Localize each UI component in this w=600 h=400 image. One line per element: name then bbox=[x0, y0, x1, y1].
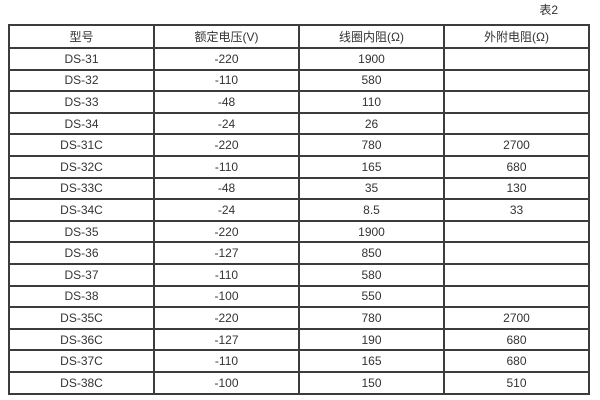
table-cell: 165 bbox=[299, 155, 444, 178]
table-cell: -220 bbox=[154, 134, 299, 156]
table-cell: -110 bbox=[154, 69, 299, 92]
table-cell: 130 bbox=[444, 177, 589, 200]
table-cell: -220 bbox=[154, 307, 299, 329]
table-cell: DS-37C bbox=[9, 350, 154, 372]
table-cell: -100 bbox=[154, 285, 299, 308]
table-cell: 1900 bbox=[299, 48, 444, 70]
table-cell: 150 bbox=[299, 371, 444, 394]
table-cell: 510 bbox=[444, 371, 589, 394]
table-row: DS-37 -110 580 bbox=[9, 263, 589, 286]
table-cell: 550 bbox=[299, 285, 444, 308]
table-row: DS-36 -127 850 bbox=[9, 242, 589, 264]
table-row: DS-37C -110 165 680 bbox=[9, 350, 589, 372]
table-cell: DS-38 bbox=[9, 285, 154, 308]
table-cell: -220 bbox=[154, 48, 299, 70]
table-cell: DS-33C bbox=[9, 177, 154, 200]
header-row: 型号 额定电压(V) 线圈内阻(Ω) 外附电阻(Ω) bbox=[9, 25, 589, 48]
table-cell: -110 bbox=[154, 350, 299, 372]
table-cell: DS-32 bbox=[9, 69, 154, 92]
table-row: DS-34 -24 26 bbox=[9, 112, 589, 135]
table-cell: DS-35 bbox=[9, 220, 154, 243]
header-cell: 线圈内阻(Ω) bbox=[299, 25, 444, 48]
table-cell: 580 bbox=[299, 263, 444, 286]
table-cell: -127 bbox=[154, 328, 299, 351]
table-row: DS-35C -220 780 2700 bbox=[9, 307, 589, 329]
table-row: DS-34C -24 8.5 33 bbox=[9, 199, 589, 221]
table-cell: -220 bbox=[154, 220, 299, 243]
table-cell: DS-37 bbox=[9, 263, 154, 286]
table-cell: DS-36C bbox=[9, 328, 154, 351]
table-cell bbox=[444, 220, 589, 243]
header-cell: 型号 bbox=[9, 25, 154, 48]
table-cell: -110 bbox=[154, 263, 299, 286]
table-cell: DS-32C bbox=[9, 155, 154, 178]
table-cell: 33 bbox=[444, 199, 589, 221]
table-cell: -110 bbox=[154, 155, 299, 178]
table-cell: -48 bbox=[154, 177, 299, 200]
table-cell: DS-31 bbox=[9, 48, 154, 70]
table-row: DS-32C -110 165 680 bbox=[9, 155, 589, 178]
table-cell bbox=[444, 112, 589, 135]
table-row: DS-33 -48 110 bbox=[9, 91, 589, 113]
table-cell: 1900 bbox=[299, 220, 444, 243]
table-row: DS-33C -48 35 130 bbox=[9, 177, 589, 200]
table-row: DS-38C -100 150 510 bbox=[9, 371, 589, 394]
table-cell: -48 bbox=[154, 91, 299, 113]
table-cell: 680 bbox=[444, 350, 589, 372]
table-cell: 8.5 bbox=[299, 199, 444, 221]
table-cell: 26 bbox=[299, 112, 444, 135]
table-cell: -24 bbox=[154, 112, 299, 135]
table-cell: 110 bbox=[299, 91, 444, 113]
table-row: DS-32 -110 580 bbox=[9, 69, 589, 92]
table-body: DS-31 -220 1900 DS-32 -110 580 DS-33 -48 110 DS-3… bbox=[9, 48, 589, 394]
table-caption: 表2 bbox=[539, 3, 558, 17]
spec-table: 型号 额定电压(V) 线圈内阻(Ω) 外附电阻(Ω) DS-31 -220 1900 DS-… bbox=[8, 24, 590, 395]
table-cell: 680 bbox=[444, 328, 589, 351]
table-cell bbox=[444, 285, 589, 308]
header-cell: 额定电压(V) bbox=[154, 25, 299, 48]
table-cell bbox=[444, 69, 589, 92]
table-cell: DS-38C bbox=[9, 371, 154, 394]
table-cell: 850 bbox=[299, 242, 444, 264]
table-cell: 580 bbox=[299, 69, 444, 92]
table-cell bbox=[444, 91, 589, 113]
table-cell: 2700 bbox=[444, 134, 589, 156]
table-cell: DS-34 bbox=[9, 112, 154, 135]
table-cell bbox=[444, 263, 589, 286]
table-cell: 780 bbox=[299, 307, 444, 329]
table-cell: -24 bbox=[154, 199, 299, 221]
table-row: DS-31C -220 780 2700 bbox=[9, 134, 589, 156]
table-cell: DS-35C bbox=[9, 307, 154, 329]
table-cell bbox=[444, 48, 589, 70]
table-cell: DS-36 bbox=[9, 242, 154, 264]
table-cell: -100 bbox=[154, 371, 299, 394]
table-cell: 35 bbox=[299, 177, 444, 200]
table-cell: 165 bbox=[299, 350, 444, 372]
table-cell: 190 bbox=[299, 328, 444, 351]
table-row: DS-31 -220 1900 bbox=[9, 48, 589, 70]
table-row: DS-35 -220 1900 bbox=[9, 220, 589, 243]
header-cell: 外附电阻(Ω) bbox=[444, 25, 589, 48]
table-cell: 2700 bbox=[444, 307, 589, 329]
table-cell: DS-34C bbox=[9, 199, 154, 221]
table-cell bbox=[444, 242, 589, 264]
table-row: DS-38 -100 550 bbox=[9, 285, 589, 308]
table-row: DS-36C -127 190 680 bbox=[9, 328, 589, 351]
table-cell: 780 bbox=[299, 134, 444, 156]
table-cell: 680 bbox=[444, 155, 589, 178]
table-cell: DS-31C bbox=[9, 134, 154, 156]
table-cell: DS-33 bbox=[9, 91, 154, 113]
table-cell: -127 bbox=[154, 242, 299, 264]
table-header: 型号 额定电压(V) 线圈内阻(Ω) 外附电阻(Ω) bbox=[9, 25, 589, 48]
